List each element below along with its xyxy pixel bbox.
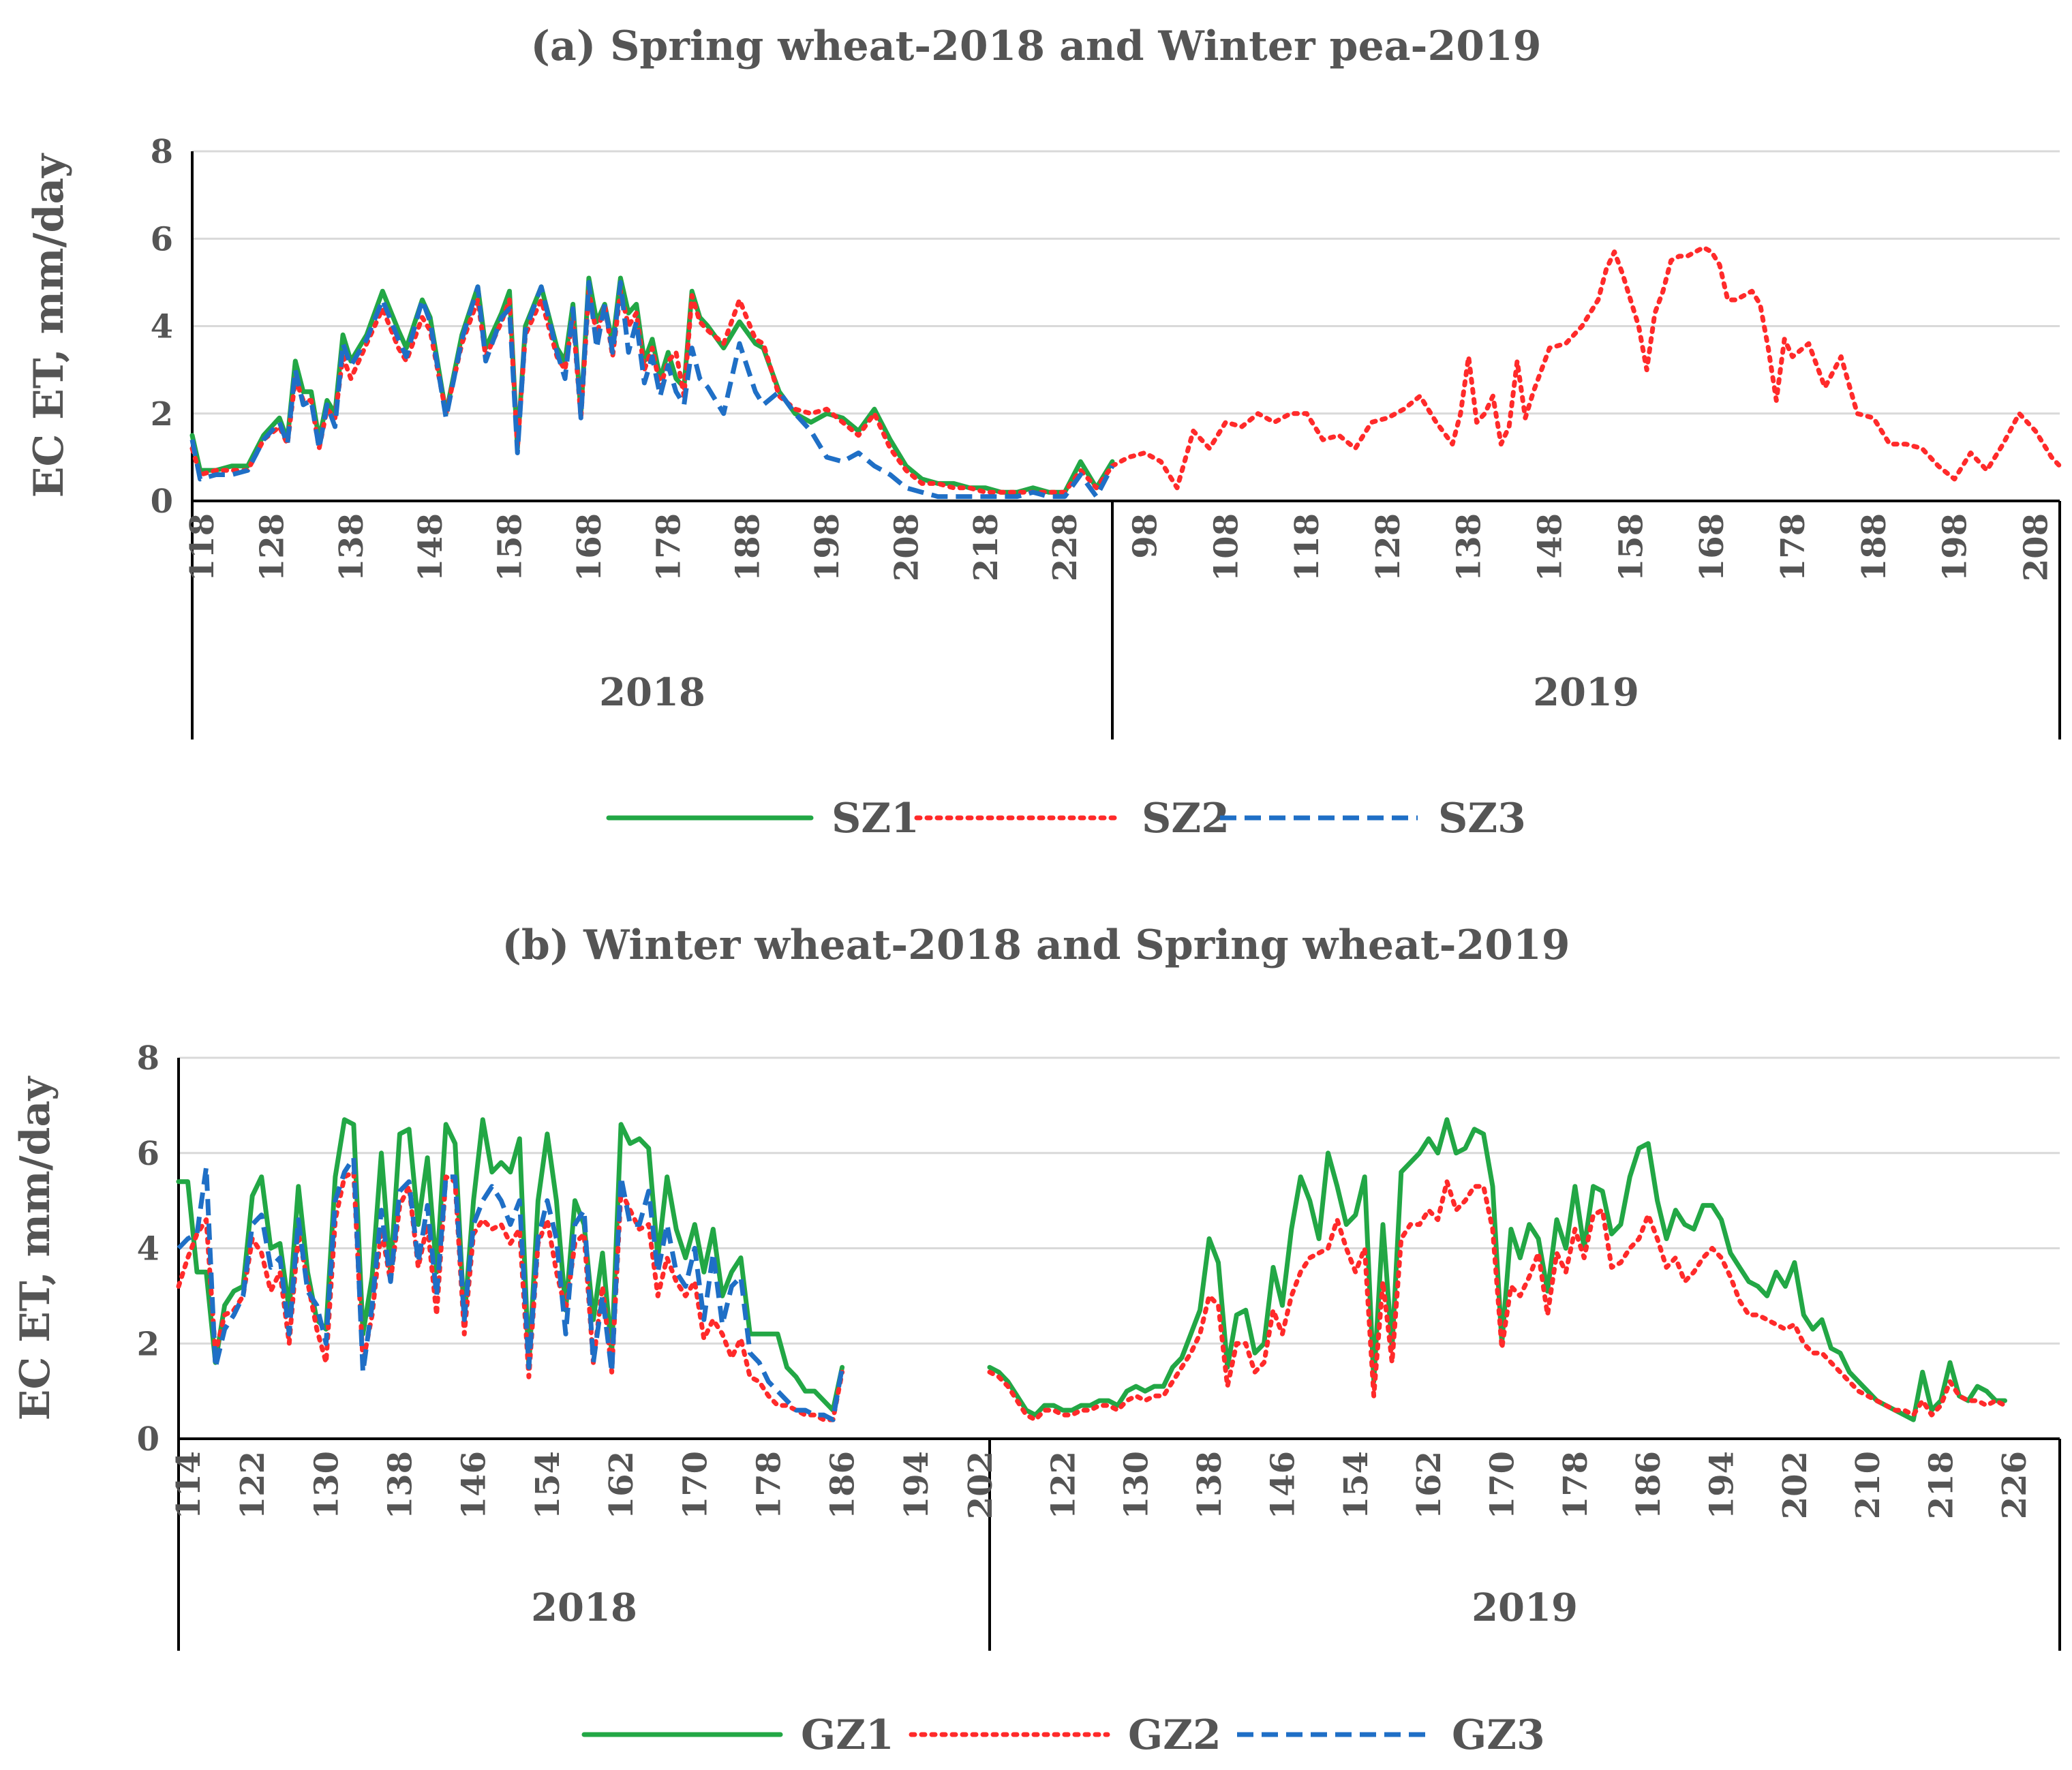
legend-label-gz2: GZ2 (1128, 1711, 1221, 1759)
y-tick-label: 6 (137, 1135, 159, 1173)
y-tick-label: 0 (137, 1420, 159, 1459)
y-tick-label: 4 (137, 1230, 159, 1268)
x-tick-label: 202 (1776, 1451, 1814, 1519)
series-line-gz1-2019 (987, 1117, 2007, 1422)
x-tick-label: 186 (824, 1451, 862, 1519)
chart-b: (b) Winter wheat-2018 and Spring wheat-2… (12, 921, 2061, 1759)
legend-label-sz1: SZ1 (832, 795, 919, 842)
x-tick-label: 208 (887, 513, 926, 581)
y-tick-label: 2 (151, 395, 173, 433)
x-tick-label: 138 (382, 1451, 420, 1519)
x-tick-label: 162 (1410, 1451, 1448, 1519)
series-line-gz2-2019 (987, 1179, 2007, 1422)
x-tick-label: 168 (570, 513, 609, 581)
x-tick-label: 228 (1046, 513, 1084, 581)
year-label: 2018 (531, 1585, 637, 1630)
chart-title: (a) Spring wheat-2018 and Winter pea-201… (531, 22, 1542, 70)
y-axis-title: EC ET, mm/day (25, 153, 73, 498)
x-tick-label: 158 (1612, 513, 1650, 581)
x-tick-label: 194 (1703, 1451, 1741, 1519)
y-tick-label: 8 (137, 1039, 159, 1078)
series-line-gz3-2018 (177, 1155, 845, 1422)
x-tick-label: 162 (603, 1451, 641, 1519)
x-tick-label: 154 (529, 1451, 567, 1519)
x-tick-label: 130 (1118, 1451, 1156, 1519)
x-tick-label: 170 (676, 1451, 714, 1519)
series-line-sz3-2018 (189, 279, 1115, 500)
series-line-gz1-2018 (176, 1117, 845, 1413)
x-tick-label: 178 (650, 513, 688, 581)
chart-a: (a) Spring wheat-2018 and Winter pea-201… (25, 22, 2062, 842)
year-label: 2018 (599, 670, 705, 715)
x-tick-label: 178 (1774, 513, 1812, 581)
series-line-sz1-2018 (189, 275, 1115, 495)
legend-label-sz2: SZ2 (1142, 795, 1230, 842)
x-tick-label: 138 (1191, 1451, 1229, 1519)
x-tick-label: 188 (1855, 513, 1893, 581)
x-tick-label: 118 (1288, 513, 1326, 581)
x-tick-label: 210 (1849, 1451, 1887, 1519)
x-tick-label: 198 (1936, 513, 1975, 581)
series-line-gz2-2018 (176, 1170, 845, 1422)
chart-title: (b) Winter wheat-2018 and Spring wheat-2… (502, 921, 1570, 969)
x-tick-label: 114 (170, 1451, 208, 1519)
x-tick-label: 178 (750, 1451, 788, 1519)
x-tick-label: 118 (183, 513, 222, 581)
year-label: 2019 (1472, 1585, 1578, 1630)
x-tick-label: 170 (1483, 1451, 1521, 1519)
y-tick-label: 0 (151, 483, 173, 521)
x-tick-label: 122 (1044, 1451, 1082, 1519)
legend-label-gz1: GZ1 (801, 1711, 894, 1759)
x-tick-label: 146 (1264, 1451, 1302, 1519)
x-tick-label: 146 (455, 1451, 493, 1519)
x-tick-label: 218 (967, 513, 1005, 581)
x-tick-label: 108 (1207, 513, 1245, 581)
x-tick-label: 158 (491, 513, 530, 581)
x-tick-label: 138 (333, 513, 371, 581)
x-tick-label: 148 (412, 513, 450, 581)
x-tick-label: 130 (307, 1451, 346, 1519)
x-tick-label: 188 (729, 513, 767, 581)
legend-label-gz3: GZ3 (1452, 1711, 1545, 1759)
year-label: 2019 (1533, 670, 1639, 715)
y-axis-title: EC ET, mm/day (12, 1075, 59, 1421)
x-tick-label: 138 (1450, 513, 1489, 581)
x-tick-label: 168 (1693, 513, 1731, 581)
x-tick-label: 122 (234, 1451, 272, 1519)
y-tick-label: 4 (151, 308, 173, 346)
x-tick-label: 128 (1369, 513, 1407, 581)
x-tick-label: 154 (1337, 1451, 1375, 1519)
x-tick-label: 98 (1127, 513, 1165, 559)
series-line-sz2-2019 (1110, 245, 2062, 491)
x-tick-label: 198 (808, 513, 847, 581)
x-tick-label: 128 (253, 513, 291, 581)
x-tick-label: 202 (962, 1451, 1000, 1519)
x-tick-label: 194 (898, 1451, 936, 1519)
y-tick-label: 6 (151, 220, 173, 258)
series-line-sz2-2018 (189, 288, 1115, 495)
x-tick-label: 218 (1923, 1451, 1961, 1519)
x-tick-label: 148 (1532, 513, 1570, 581)
x-tick-label: 186 (1630, 1451, 1668, 1519)
x-tick-label: 208 (2017, 513, 2055, 581)
x-tick-label: 226 (1996, 1451, 2034, 1519)
y-tick-label: 8 (151, 133, 173, 171)
x-tick-label: 178 (1557, 1451, 1595, 1519)
legend-label-sz3: SZ3 (1438, 795, 1526, 842)
y-tick-label: 2 (137, 1325, 159, 1363)
